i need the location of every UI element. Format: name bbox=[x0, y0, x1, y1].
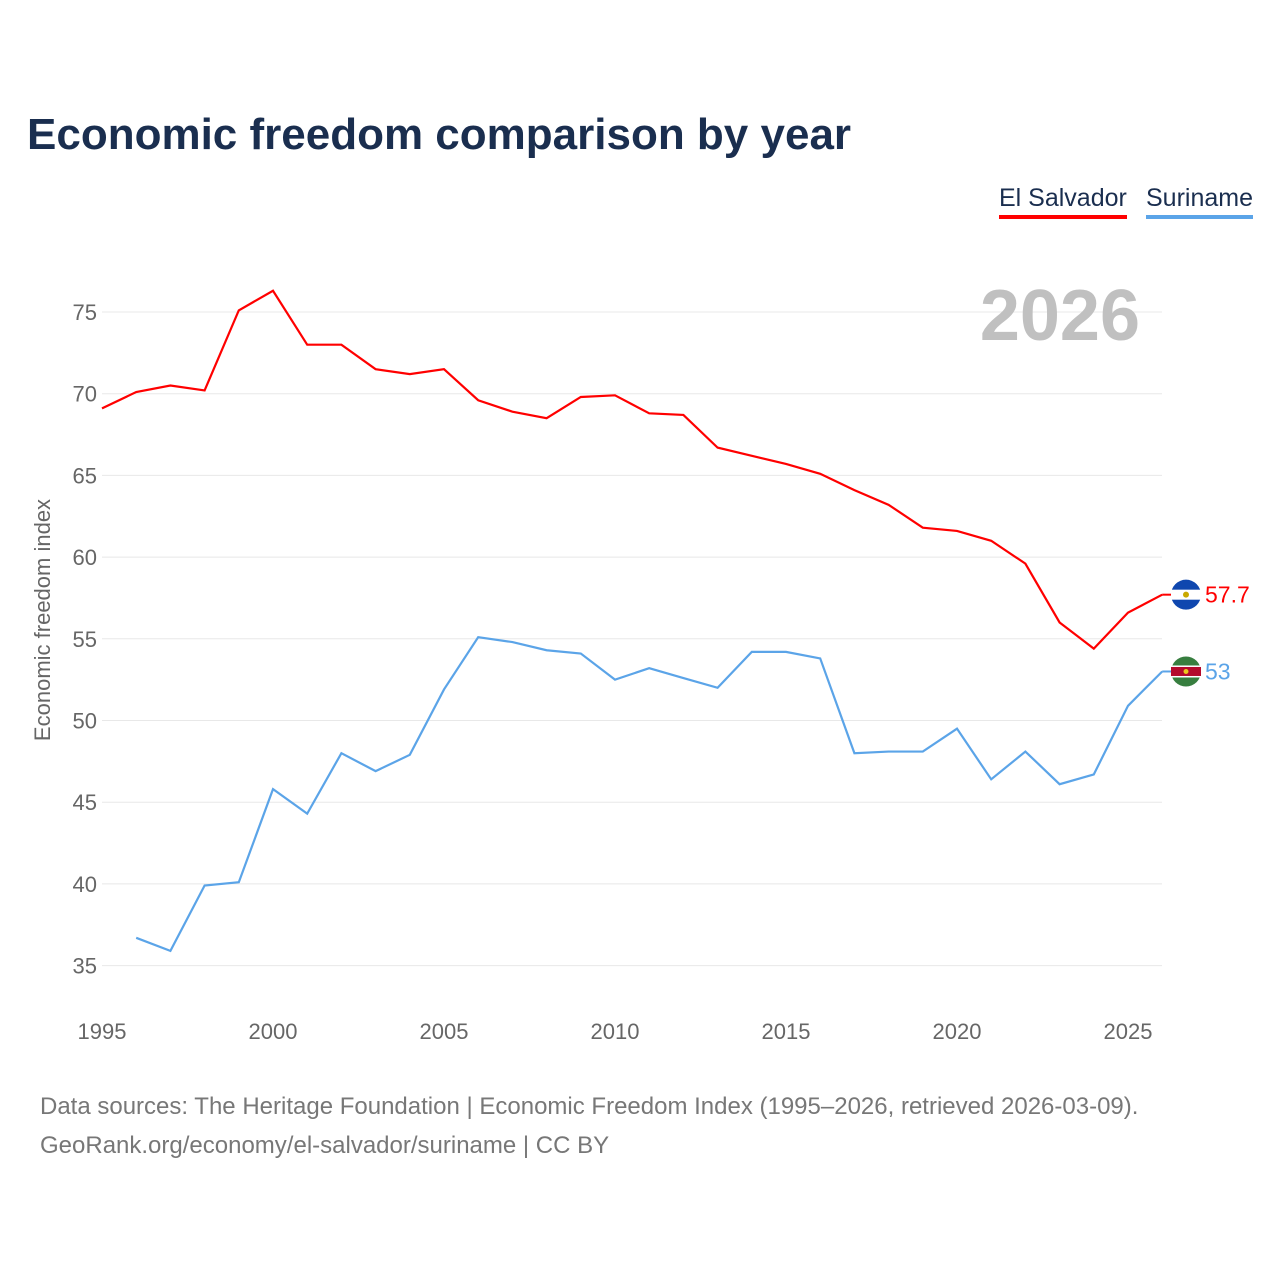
x-tick-label: 2025 bbox=[1104, 1019, 1153, 1044]
legend-suriname[interactable]: Suriname bbox=[1146, 184, 1253, 219]
source-line-2: GeoRank.org/economy/el-salvador/suriname… bbox=[40, 1132, 610, 1159]
y-tick-label: 70 bbox=[73, 382, 97, 407]
x-tick-label: 2010 bbox=[591, 1019, 640, 1044]
y-tick-label: 35 bbox=[73, 954, 97, 979]
x-tick-label: 2015 bbox=[762, 1019, 811, 1044]
year-watermark: 2026 bbox=[980, 276, 1140, 356]
flag-emblem bbox=[1183, 591, 1189, 598]
y-tick-label: 50 bbox=[73, 709, 97, 734]
x-tick-label: 2000 bbox=[249, 1019, 298, 1044]
chart-title: Economic freedom comparison by year bbox=[27, 110, 852, 159]
y-tick-label: 40 bbox=[73, 872, 97, 897]
y-tick-label: 60 bbox=[73, 545, 97, 570]
source-line-1: Data sources: The Heritage Foundation | … bbox=[40, 1093, 1139, 1120]
end-value-label: 57.7 bbox=[1205, 582, 1250, 608]
y-tick-label: 55 bbox=[73, 627, 97, 652]
flag-star bbox=[1183, 668, 1189, 674]
x-tick-label: 1995 bbox=[78, 1019, 127, 1044]
series-line-suriname bbox=[135, 635, 1163, 953]
end-value-label: 53 bbox=[1205, 658, 1231, 684]
y-axis-label: Economic freedom index bbox=[30, 499, 55, 741]
y-tick-label: 75 bbox=[73, 300, 97, 325]
legend-el-salvador[interactable]: El Salvador bbox=[999, 184, 1127, 219]
y-tick-label: 45 bbox=[73, 790, 97, 815]
source-note: Data sources: The Heritage Foundation | … bbox=[40, 1087, 1138, 1165]
x-tick-label: 2005 bbox=[420, 1019, 469, 1044]
x-tick-label: 2020 bbox=[933, 1019, 982, 1044]
series-line-el-salvador bbox=[101, 289, 1163, 651]
y-tick-label: 65 bbox=[73, 463, 97, 488]
